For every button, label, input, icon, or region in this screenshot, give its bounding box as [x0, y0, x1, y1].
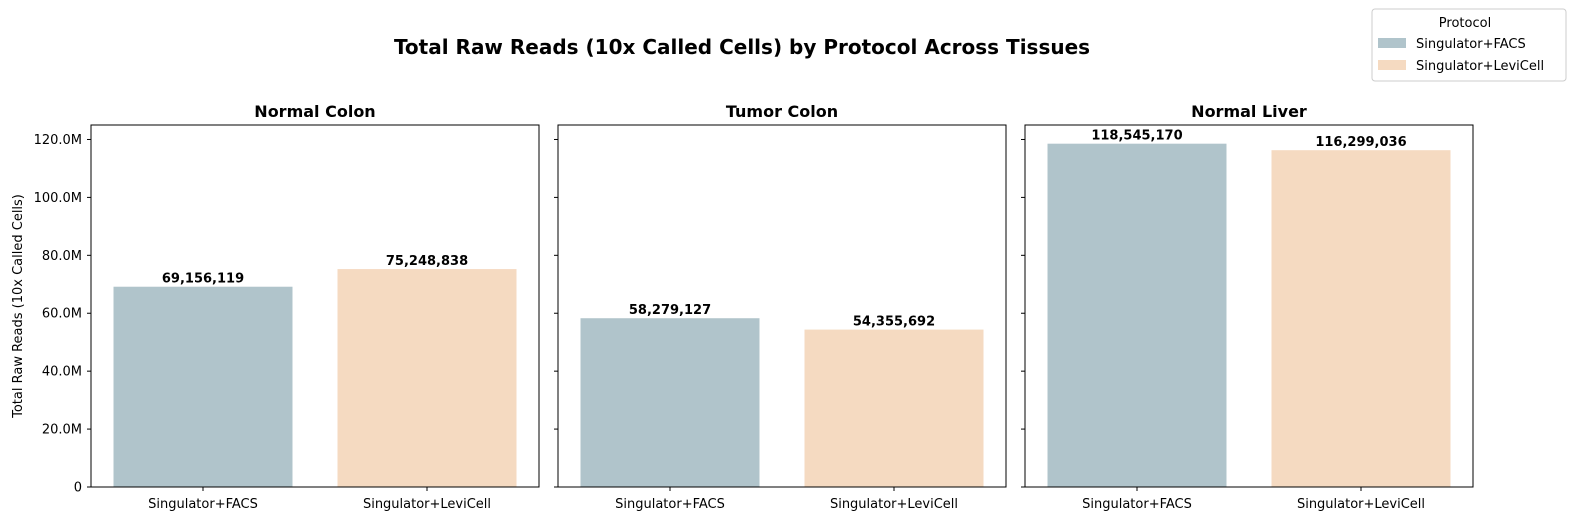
panel-1: Normal Colon 69,156,119 Singulator+FACS 75,… — [34, 102, 540, 512]
y-tick-label: 20.0M — [42, 423, 82, 438]
y-tick-label: 100.0M — [34, 191, 82, 206]
bar-value-label: 69,156,119 — [162, 272, 244, 287]
panel-frame — [557, 124, 1007, 488]
x-tick-label: Singulator+LeviCell — [830, 497, 958, 512]
bar — [337, 269, 517, 487]
legend-title: Protocol — [1439, 16, 1491, 31]
panel-title: Normal Liver — [1191, 102, 1307, 121]
panel-title: Normal Colon — [254, 102, 375, 121]
bar — [113, 286, 293, 487]
bar-value-label: 54,355,692 — [853, 315, 935, 330]
bar — [804, 329, 984, 487]
chart-title: Total Raw Reads (10x Called Cells) by Pr… — [394, 35, 1090, 59]
y-tick-label: 40.0M — [42, 365, 82, 380]
panel-frame — [1024, 124, 1474, 488]
y-tick-label: 0 — [74, 481, 82, 496]
y-tick-label: 120.0M — [34, 133, 82, 148]
y-tick-label: 80.0M — [42, 249, 82, 264]
bar-value-label: 118,545,170 — [1091, 129, 1182, 144]
bar — [580, 318, 760, 487]
panel-frame — [90, 124, 540, 488]
bar-value-label: 116,299,036 — [1315, 135, 1406, 150]
x-tick-label: Singulator+FACS — [148, 497, 258, 512]
y-axis-label: Total Raw Reads (10x Called Cells) — [11, 194, 26, 419]
bar-value-label: 75,248,838 — [386, 254, 468, 269]
chart-panels: Normal Colon 69,156,119 Singulator+FACS 75,… — [34, 102, 1474, 512]
x-tick-label: Singulator+LeviCell — [363, 497, 491, 512]
legend-entry-label: Singulator+FACS — [1416, 37, 1526, 52]
legend-box — [1371, 8, 1567, 82]
x-tick-label: Singulator+LeviCell — [1297, 497, 1425, 512]
bar-value-label: 58,279,127 — [629, 303, 711, 318]
legend: Protocol Singulator+FACS Singulator+LeviCe… — [1371, 8, 1567, 82]
panel-2: Tumor Colon 58,279,127 Singulator+FACS 54,3… — [554, 102, 1007, 512]
x-tick-label: Singulator+FACS — [1082, 497, 1192, 512]
legend-entry-label: Singulator+LeviCell — [1416, 59, 1544, 74]
panel-title: Tumor Colon — [726, 102, 838, 121]
panel-3: Normal Liver 118,545,170 Singulator+FACS 11… — [1021, 102, 1474, 512]
legend-swatch — [1378, 60, 1406, 70]
x-tick-label: Singulator+FACS — [615, 497, 725, 512]
y-tick-label: 60.0M — [42, 307, 82, 322]
legend-swatch — [1378, 38, 1406, 48]
bar — [1047, 143, 1227, 488]
bar — [1271, 150, 1451, 487]
